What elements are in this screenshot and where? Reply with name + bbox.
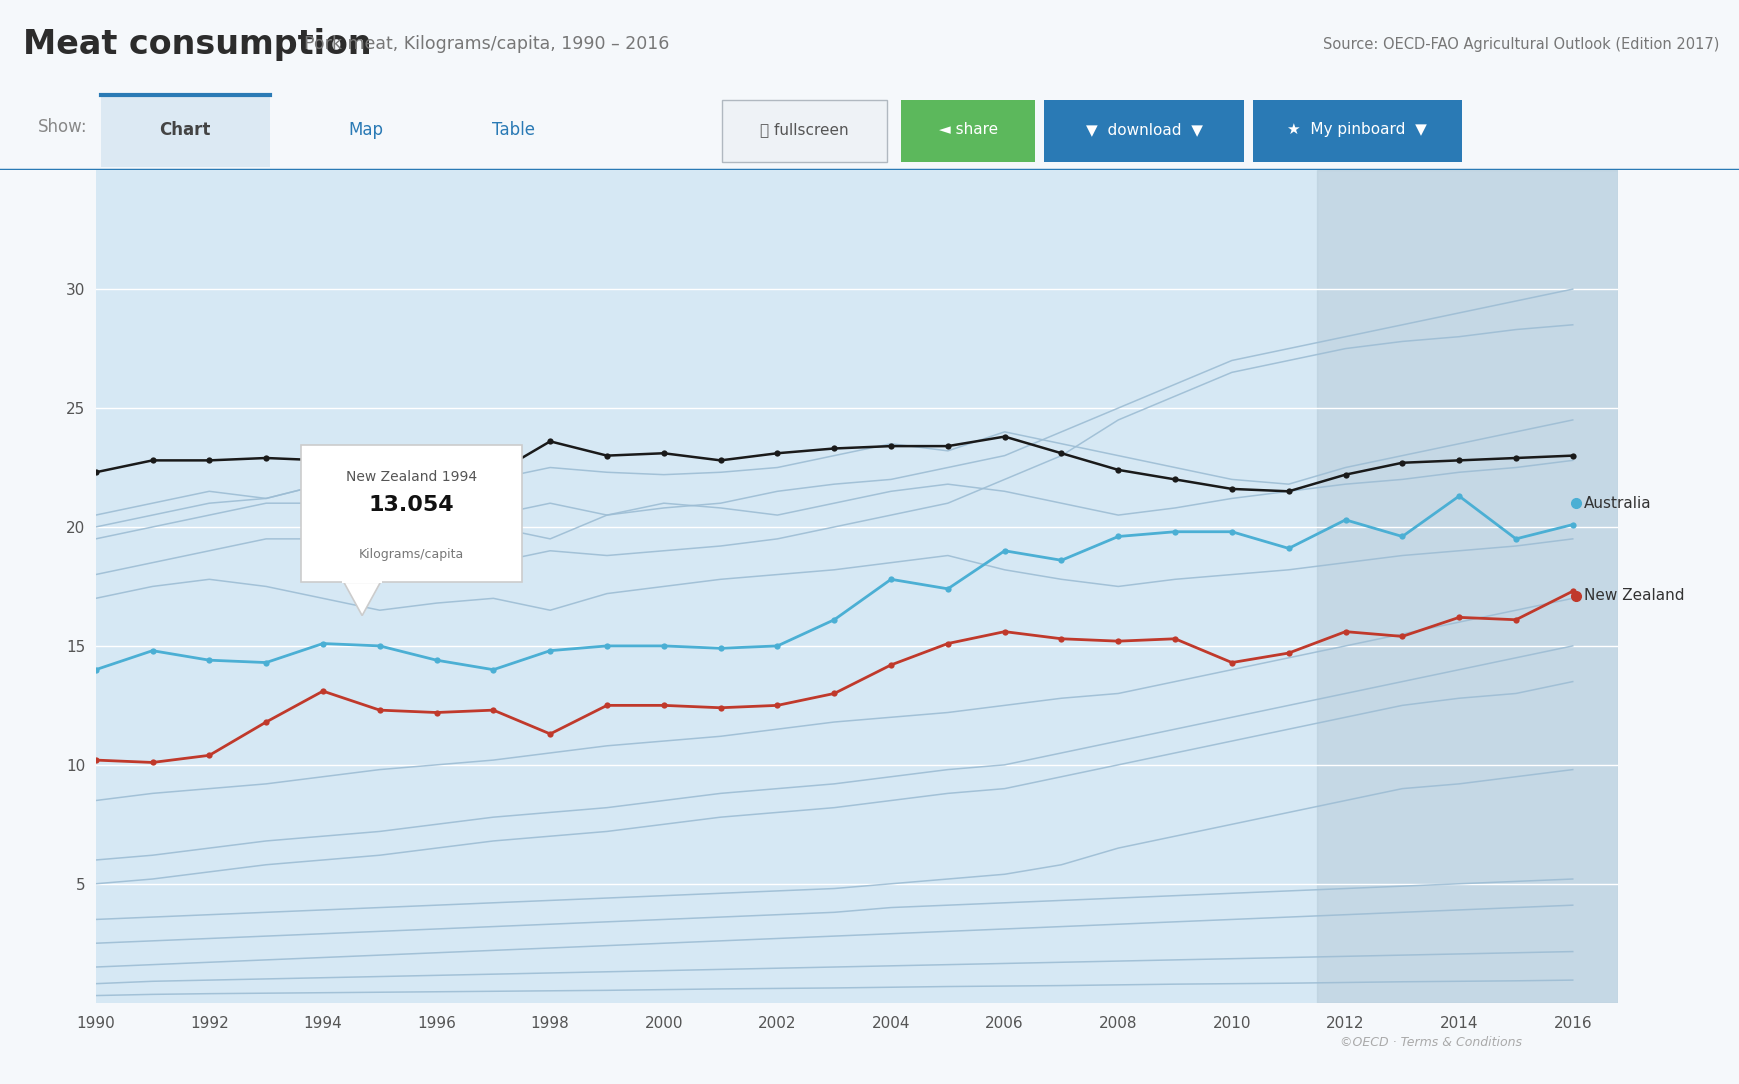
Text: ©OECD · Terms & Conditions: ©OECD · Terms & Conditions bbox=[1339, 1036, 1522, 1049]
Text: ◄ share: ◄ share bbox=[939, 122, 996, 137]
Polygon shape bbox=[344, 582, 381, 616]
Text: ▼  download  ▼: ▼ download ▼ bbox=[1085, 122, 1202, 137]
Bar bbox=[1316, 170, 1617, 1003]
Bar bbox=[1252, 100, 1461, 163]
Text: Chart: Chart bbox=[160, 120, 210, 139]
Bar bbox=[901, 100, 1035, 163]
FancyBboxPatch shape bbox=[301, 444, 522, 582]
Text: Meat consumption: Meat consumption bbox=[23, 28, 370, 61]
Bar bbox=[101, 95, 270, 167]
Text: New Zealand: New Zealand bbox=[1582, 589, 1683, 604]
Text: Map: Map bbox=[348, 120, 383, 139]
Text: Kilograms/capita: Kilograms/capita bbox=[358, 549, 464, 562]
Text: Show:: Show: bbox=[38, 118, 89, 137]
Text: Australia: Australia bbox=[1582, 495, 1650, 511]
Text: ★  My pinboard  ▼: ★ My pinboard ▼ bbox=[1287, 122, 1426, 137]
Text: New Zealand 1994: New Zealand 1994 bbox=[346, 469, 476, 483]
Text: ⤢ fullscreen: ⤢ fullscreen bbox=[760, 122, 849, 137]
Bar bbox=[1043, 100, 1243, 163]
Bar bbox=[722, 100, 887, 163]
Text: Table: Table bbox=[492, 120, 534, 139]
Bar bbox=[722, 100, 887, 163]
Polygon shape bbox=[343, 581, 383, 583]
Text: Pork meat, Kilograms/capita, 1990 – 2016: Pork meat, Kilograms/capita, 1990 – 2016 bbox=[304, 35, 670, 53]
Text: 13.054: 13.054 bbox=[369, 495, 454, 515]
Text: Source: OECD-FAO Agricultural Outlook (Edition 2017): Source: OECD-FAO Agricultural Outlook (E… bbox=[1322, 37, 1718, 52]
